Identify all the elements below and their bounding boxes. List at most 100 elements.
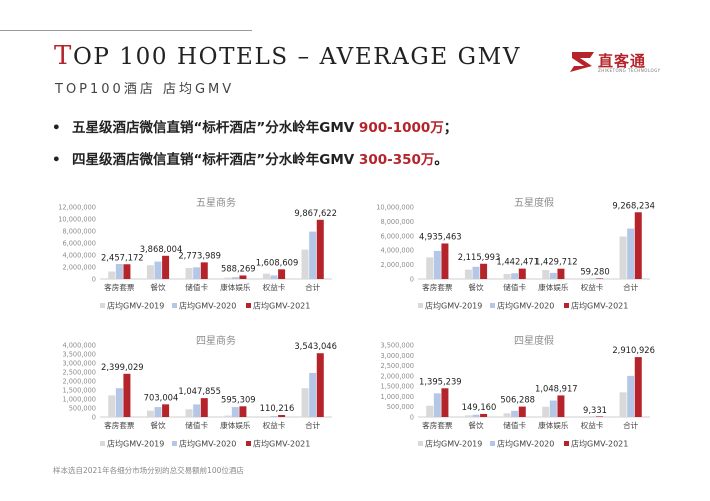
- bullet-marker: •: [52, 120, 61, 136]
- bullet-marker: •: [52, 152, 61, 168]
- finding-suffix: ；: [443, 120, 458, 136]
- bar: [278, 415, 286, 417]
- bar: [634, 357, 642, 417]
- y-tick-label: 2,000,000: [380, 261, 414, 269]
- y-tick-label: 0: [92, 414, 96, 422]
- bar: [557, 268, 565, 279]
- bar: [580, 278, 588, 279]
- bar: [231, 407, 239, 417]
- header-rule: [0, 30, 252, 31]
- y-tick-label: 2,000,000: [62, 378, 96, 386]
- x-tick-label: 客房套票: [104, 282, 135, 292]
- y-tick-label: 6,000,000: [62, 240, 96, 248]
- legend-label: 店均GMV-2019: [107, 439, 164, 449]
- x-tick-label: 康体娱乐: [220, 282, 251, 292]
- x-tick-label: 客房套票: [422, 420, 453, 430]
- bar: [162, 404, 170, 417]
- legend-swatch: [100, 441, 105, 446]
- data-label: 1,395,239: [419, 376, 462, 386]
- x-tick-label: 权益卡: [263, 282, 286, 292]
- legend-label: 店均GMV-2021: [253, 439, 310, 449]
- bar: [270, 275, 278, 279]
- legend-swatch: [490, 441, 495, 446]
- bar: [193, 267, 201, 279]
- page-title-initial: T: [54, 41, 73, 71]
- y-tick-label: 2,000,000: [380, 372, 414, 380]
- y-tick-label: 1,500,000: [62, 387, 96, 395]
- legend-swatch: [246, 303, 251, 308]
- y-tick-label: 2,500,000: [62, 369, 96, 377]
- bar: [224, 415, 232, 417]
- bar: [239, 275, 247, 279]
- x-tick-label: 餐饮: [468, 420, 484, 430]
- bar: [634, 212, 642, 279]
- data-label: 506,288: [500, 395, 535, 405]
- bar: [146, 265, 154, 279]
- legend-label: 店均GMV-2019: [425, 301, 482, 311]
- legend-label: 店均GMV-2019: [425, 439, 482, 449]
- y-tick-label: 4,000,000: [380, 247, 414, 255]
- data-label: 110,216: [260, 403, 295, 413]
- bar: [518, 268, 526, 279]
- bar: [239, 406, 247, 417]
- x-tick-label: 权益卡: [581, 420, 604, 430]
- legend-label: 店均GMV-2020: [497, 439, 554, 449]
- bar: [588, 416, 596, 417]
- x-tick-label: 权益卡: [263, 420, 286, 430]
- data-label: 4,935,463: [419, 231, 462, 241]
- bar: [433, 250, 441, 279]
- bar: [224, 277, 232, 279]
- x-tick-label: 餐饮: [150, 420, 166, 430]
- chart-five-star-resort: 五星度假 0 2,000,000 4,000,000 6,000,000 8,000,00…: [376, 196, 655, 311]
- x-tick-label: 合计: [623, 282, 639, 292]
- bar: [154, 407, 162, 417]
- bar: [511, 273, 519, 279]
- data-label: 9,268,234: [612, 200, 655, 210]
- x-tick-label: 储值卡: [185, 420, 208, 430]
- y-tick-label: 8,000,000: [62, 228, 96, 236]
- chart-four-star-resort: 四星度假 0 500,000 1,000,000 1,500,000 2,000,000 2…: [380, 334, 655, 449]
- chart-five-star-business: 五星商务 0 2,000,000 4,000,000 6,000,000 8,000,00…: [58, 196, 337, 311]
- finding-highlight: 300-350万: [358, 152, 435, 168]
- data-label: 2,457,172: [101, 252, 144, 262]
- company-logo-subtext: ZHIKETONG TECHNOLOGY: [598, 68, 661, 73]
- legend-swatch: [172, 303, 177, 308]
- bar: [619, 392, 627, 417]
- bar: [162, 255, 170, 279]
- bar: [231, 277, 239, 279]
- bar: [580, 416, 588, 417]
- bar: [542, 406, 550, 417]
- bar: [262, 416, 270, 417]
- bar: [557, 395, 565, 417]
- x-tick-label: 合计: [305, 282, 321, 292]
- x-tick-label: 客房套票: [104, 420, 135, 430]
- data-label: 2,115,993: [458, 252, 501, 262]
- chart-title: 五星商务: [196, 196, 236, 209]
- legend-label: 店均GMV-2020: [497, 301, 554, 311]
- y-tick-label: 500,000: [69, 405, 96, 413]
- bar: [115, 264, 123, 279]
- x-tick-label: 储值卡: [185, 282, 208, 292]
- bar: [278, 269, 286, 279]
- bar: [511, 410, 519, 417]
- finding-highlight: 900-1000万: [358, 120, 444, 136]
- y-tick-label: 10,000,000: [376, 204, 414, 212]
- data-label: 59,280: [580, 267, 609, 277]
- bar: [426, 257, 434, 279]
- bar: [108, 271, 116, 279]
- page-title: TOP 100 HOTELS – AVERAGE GMV: [54, 41, 521, 71]
- y-tick-label: 3,500,000: [380, 342, 414, 350]
- bar: [549, 272, 557, 279]
- bar: [123, 373, 131, 417]
- y-tick-label: 1,000,000: [380, 393, 414, 401]
- data-label: 588,269: [221, 263, 256, 273]
- finding-four-star: • 四星级酒店微信直销“标杆酒店”分水岭年GMV 300-350万。: [52, 150, 457, 182]
- data-label: 1,429,712: [535, 257, 578, 267]
- data-label: 149,160: [462, 402, 497, 412]
- data-label: 2,399,029: [101, 362, 144, 372]
- bar: [426, 405, 434, 417]
- bar: [542, 270, 550, 279]
- bar: [301, 249, 309, 279]
- bar: [549, 400, 557, 417]
- key-findings-list: • 五星级酒店微信直销“标杆酒店”分水岭年GMV 900-1000万； • 四星级酒…: [52, 118, 457, 182]
